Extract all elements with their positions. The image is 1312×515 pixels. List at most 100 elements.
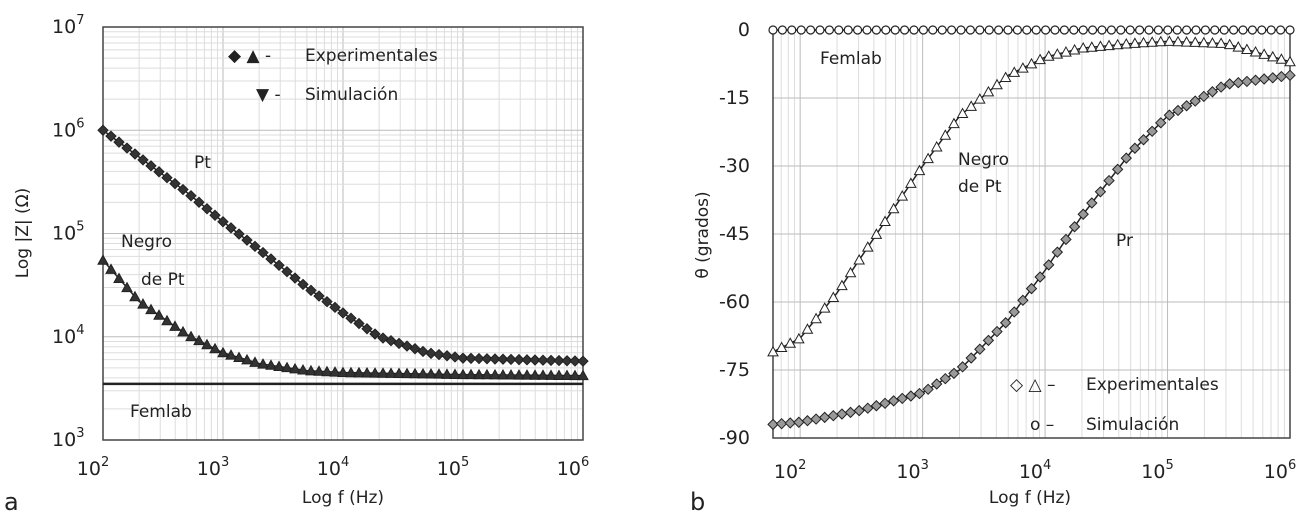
chart-b-point [887,395,900,407]
tick-base: 10 [1141,461,1165,483]
chart-b-point [801,415,814,427]
chart-a-point [169,177,181,190]
chart-b-point [1077,41,1090,53]
chart-b-point [1232,41,1245,52]
chart-b-point [853,404,865,417]
chart-a-point [265,253,277,265]
chart-b-point [852,25,863,35]
chart-b-legend-symbols-0: ◇ △ – [1010,375,1055,395]
chart-a-plot-area [102,26,584,441]
chart-b-point [1285,25,1295,35]
chart-b-point [993,25,1004,35]
chart-a-point [569,355,581,367]
chart-a-x-tick-label: 103 [197,455,229,480]
chart-b-point [1042,50,1055,61]
chart-b-point [956,25,966,35]
chart-a-point [209,209,221,221]
chart-a-x-tick-label: 106 [557,455,589,480]
chart-b-point [1172,35,1184,47]
chart-b-point [881,25,891,35]
chart-a-point [129,148,141,160]
chart-a-point [289,272,301,284]
chart-b-point [922,383,934,396]
chart-b-point [818,302,831,313]
chart-b-point [1191,25,1201,35]
chart-b-y-tick-label: -60 [719,291,750,313]
chart-b-xlabel: Log f (Hz) [989,488,1071,508]
chart-a-xlabel: Log f (Hz) [302,488,384,508]
chart-b-point [1215,37,1227,48]
chart-b-point [784,417,796,429]
chart-b-series-line-1 [772,74,1291,426]
chart-b-point [1232,76,1245,89]
chart-b-point [887,202,900,214]
chart-a-point [449,351,461,363]
chart-b-point [862,25,872,35]
chart-b-point [1120,37,1133,49]
chart-b-point [1198,90,1210,103]
chart-a-point [273,360,285,371]
chart-b-point [1258,48,1270,59]
chart-a-point [505,368,517,380]
chart-a-point [281,361,293,373]
chart-a-point [369,328,381,340]
chart-b-point [853,253,866,265]
chart-b-point [1247,25,1258,35]
chart-b-point [1137,134,1150,146]
chart-a-point [441,368,453,379]
chart-a-x-tick-label: 102 [77,455,109,480]
chart-b-point [1275,53,1288,64]
chart-a-point [153,309,165,320]
chart-a-point [217,346,229,358]
chart-b-point [1257,25,1267,35]
chart-a-point [257,246,269,259]
chart-b-point [937,25,947,35]
chart-b-point [939,129,952,140]
tick-base: 10 [52,429,76,451]
chart-b-point [1241,43,1253,55]
chart-a-point [553,354,565,367]
chart-a-point [313,365,325,376]
chart-b-point [1017,294,1029,307]
chart-a-point [161,171,173,184]
chart-b-y-tick-label: -75 [719,359,750,381]
chart-b-point [870,400,883,412]
chart-b-point [1189,36,1202,47]
chart-a-point [337,366,349,378]
chart-b-point [1223,38,1236,50]
chart-b-point [965,352,977,364]
chart-b-y-tick-label: -45 [719,223,750,245]
chart-a-point [369,367,381,378]
chart-a-point [193,334,205,346]
chart-a-legend-label-1: Simulación [305,85,398,105]
chart-b-point [1180,100,1193,112]
chart-a-point [185,190,197,202]
chart-b-point [844,266,857,278]
chart-b-point [931,378,943,390]
chart-a-point [473,368,485,380]
chart-b-point [928,25,938,35]
chart-b-point [1103,174,1115,187]
chart-b-point [1103,39,1115,51]
tick-exponent: 4 [1043,458,1051,473]
chart-b-point [1034,271,1046,283]
chart-b-point [1129,142,1141,154]
chart-b-point [984,25,994,35]
chart-b-point [905,390,917,402]
chart-b-point [1163,109,1176,121]
chart-a-point [481,353,493,365]
chart-b-point [1111,38,1124,50]
chart-a-point [513,353,525,366]
chart-a-point [273,259,285,272]
tick-exponent: 6 [1288,458,1296,473]
chart-a-point [473,352,485,365]
chart-a-point [321,365,333,377]
chart-b-point [767,345,779,357]
chart-a-point [97,124,109,136]
chart-b-point [982,85,995,97]
chart-a-point [457,352,469,364]
chart-b-y-tick-label: -90 [719,427,750,449]
chart-b-point [879,397,891,410]
chart-b-point [836,408,848,420]
chart-a-point [385,367,397,378]
